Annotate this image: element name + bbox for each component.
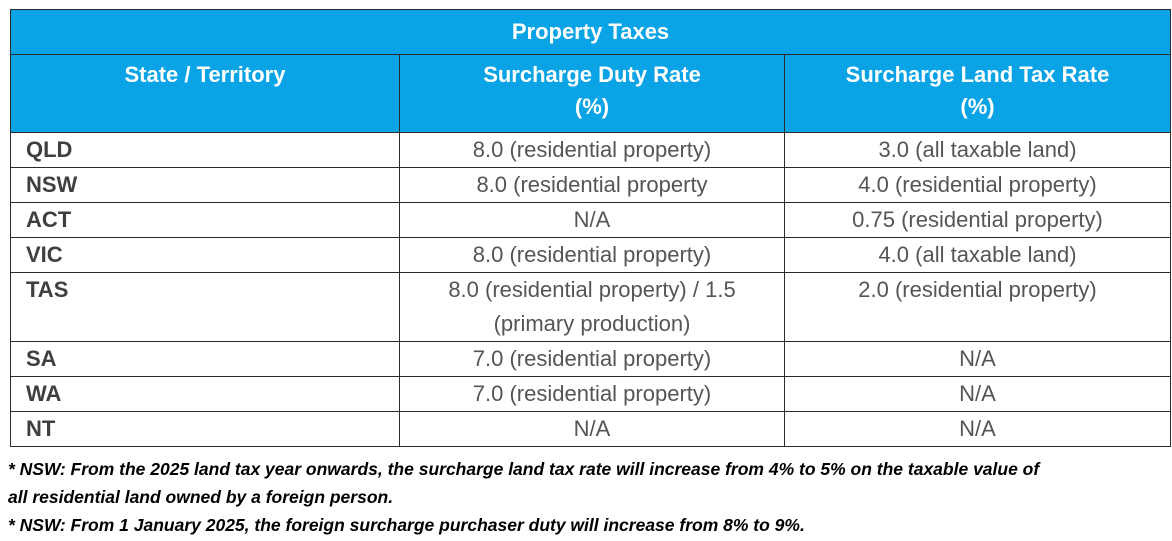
table-body: QLD 8.0 (residential property) 3.0 (all … bbox=[10, 132, 1171, 447]
duty-cell: 7.0 (residential property) bbox=[399, 341, 785, 377]
duty-cell: N/A bbox=[399, 411, 785, 447]
state-cell: ACT bbox=[10, 202, 400, 238]
duty-cell: 8.0 (residential property) bbox=[399, 237, 785, 273]
land-cell: 4.0 (all taxable land) bbox=[784, 237, 1171, 273]
table-row-vic: VIC 8.0 (residential property) 4.0 (all … bbox=[10, 237, 1171, 273]
property-taxes-table-container: Property Taxes State / Territory Surchar… bbox=[10, 9, 1171, 447]
property-taxes-table: Property Taxes State / Territory Surchar… bbox=[10, 9, 1171, 447]
table-row-act: ACT N/A 0.75 (residential property) bbox=[10, 202, 1171, 238]
duty-cell-line1: 8.0 (residential property) / 1.5 bbox=[448, 277, 736, 302]
column-header-land: Surcharge Land Tax Rate (%) bbox=[784, 54, 1171, 133]
footnote-land-tax-line2: all residential land owned by a foreign … bbox=[8, 487, 394, 507]
footnote-land-tax: * NSW: From the 2025 land tax year onwar… bbox=[8, 455, 1172, 511]
state-cell: SA bbox=[10, 341, 400, 377]
table-row-qld: QLD 8.0 (residential property) 3.0 (all … bbox=[10, 132, 1171, 168]
column-header-duty-line1: Surcharge Duty Rate bbox=[483, 62, 701, 87]
footnote-land-tax-line1: * NSW: From the 2025 land tax year onwar… bbox=[8, 459, 1040, 479]
table-row-nsw: NSW 8.0 (residential property 4.0 (resid… bbox=[10, 167, 1171, 203]
column-header-land-line2: (%) bbox=[960, 94, 995, 119]
table-row-wa: WA 7.0 (residential property) N/A bbox=[10, 376, 1171, 412]
title-row: Property Taxes bbox=[10, 9, 1171, 55]
land-cell: 4.0 (residential property) bbox=[784, 167, 1171, 203]
column-header-state-label: State / Territory bbox=[124, 62, 286, 87]
table-header: Property Taxes State / Territory Surchar… bbox=[10, 9, 1171, 133]
duty-cell: 8.0 (residential property bbox=[399, 167, 785, 203]
state-cell: QLD bbox=[10, 132, 400, 168]
state-cell: TAS bbox=[10, 272, 400, 342]
table-title: Property Taxes bbox=[10, 9, 1171, 55]
land-cell: 0.75 (residential property) bbox=[784, 202, 1171, 238]
column-header-duty: Surcharge Duty Rate (%) bbox=[399, 54, 785, 133]
column-header-land-line1: Surcharge Land Tax Rate bbox=[845, 62, 1110, 87]
land-cell: 3.0 (all taxable land) bbox=[784, 132, 1171, 168]
table-row-nt: NT N/A N/A bbox=[10, 411, 1171, 447]
footnote-purchaser-duty: * NSW: From 1 January 2025, the foreign … bbox=[8, 515, 805, 535]
duty-cell-line2: (primary production) bbox=[493, 311, 691, 336]
column-header-state: State / Territory bbox=[10, 54, 400, 133]
column-header-row: State / Territory Surcharge Duty Rate (%)… bbox=[10, 54, 1171, 133]
column-header-duty-line2: (%) bbox=[574, 94, 610, 119]
land-cell: 2.0 (residential property) bbox=[784, 272, 1171, 342]
land-cell: N/A bbox=[784, 376, 1171, 412]
state-cell: VIC bbox=[10, 237, 400, 273]
duty-cell: 7.0 (residential property) bbox=[399, 376, 785, 412]
state-cell: NT bbox=[10, 411, 400, 447]
duty-cell: 8.0 (residential property) / 1.5 (primary… bbox=[399, 272, 785, 342]
table-row-sa: SA 7.0 (residential property) N/A bbox=[10, 341, 1171, 377]
footnotes: * NSW: From the 2025 land tax year onwar… bbox=[8, 455, 1172, 539]
state-cell: WA bbox=[10, 376, 400, 412]
duty-cell: N/A bbox=[399, 202, 785, 238]
land-cell: N/A bbox=[784, 411, 1171, 447]
duty-cell: 8.0 (residential property) bbox=[399, 132, 785, 168]
state-cell: NSW bbox=[10, 167, 400, 203]
land-cell: N/A bbox=[784, 341, 1171, 377]
table-row-tas: TAS 8.0 (residential property) / 1.5 (pri… bbox=[10, 272, 1171, 342]
